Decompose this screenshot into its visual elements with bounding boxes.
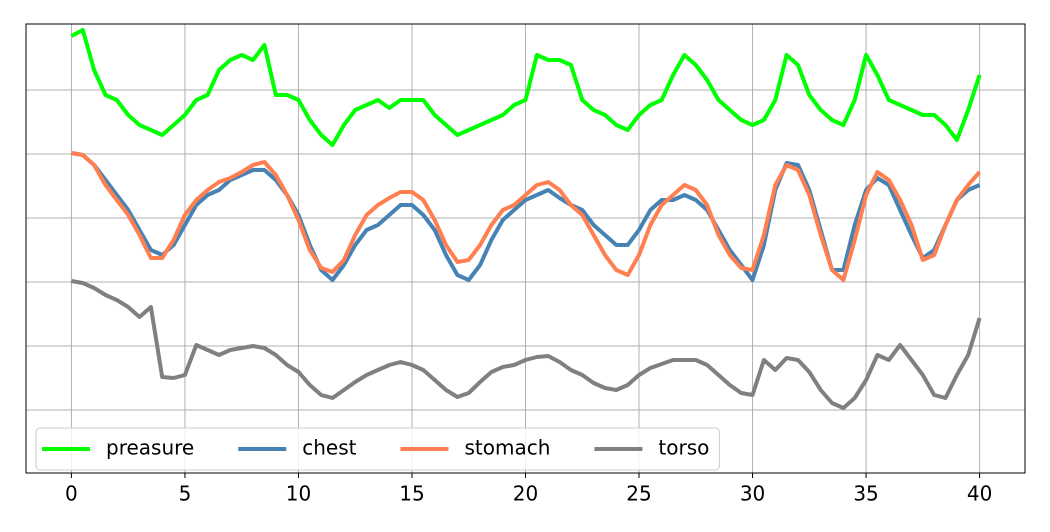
x-tick-label: 15	[399, 482, 424, 506]
legend-label: stomach	[464, 436, 550, 460]
plot-frame	[25, 23, 1026, 474]
x-tick-label: 20	[513, 482, 538, 506]
x-tick-label: 0	[65, 482, 78, 506]
legend-label: torso	[658, 436, 709, 460]
x-tick-label: 30	[740, 482, 765, 506]
x-tick-label: 10	[286, 482, 311, 506]
x-tick-label: 40	[967, 482, 992, 506]
series-line	[71, 279, 982, 410]
legend-label: preasure	[106, 436, 194, 460]
x-tick-label: 5	[179, 482, 192, 506]
legend-box	[35, 427, 720, 471]
legend: preasure chest stomach torso	[35, 427, 720, 471]
legend-label: chest	[302, 436, 356, 460]
x-tick-label: 35	[853, 482, 878, 506]
x-tick-label: 25	[626, 482, 651, 506]
series-line	[70, 28, 982, 147]
series-line	[71, 151, 982, 282]
